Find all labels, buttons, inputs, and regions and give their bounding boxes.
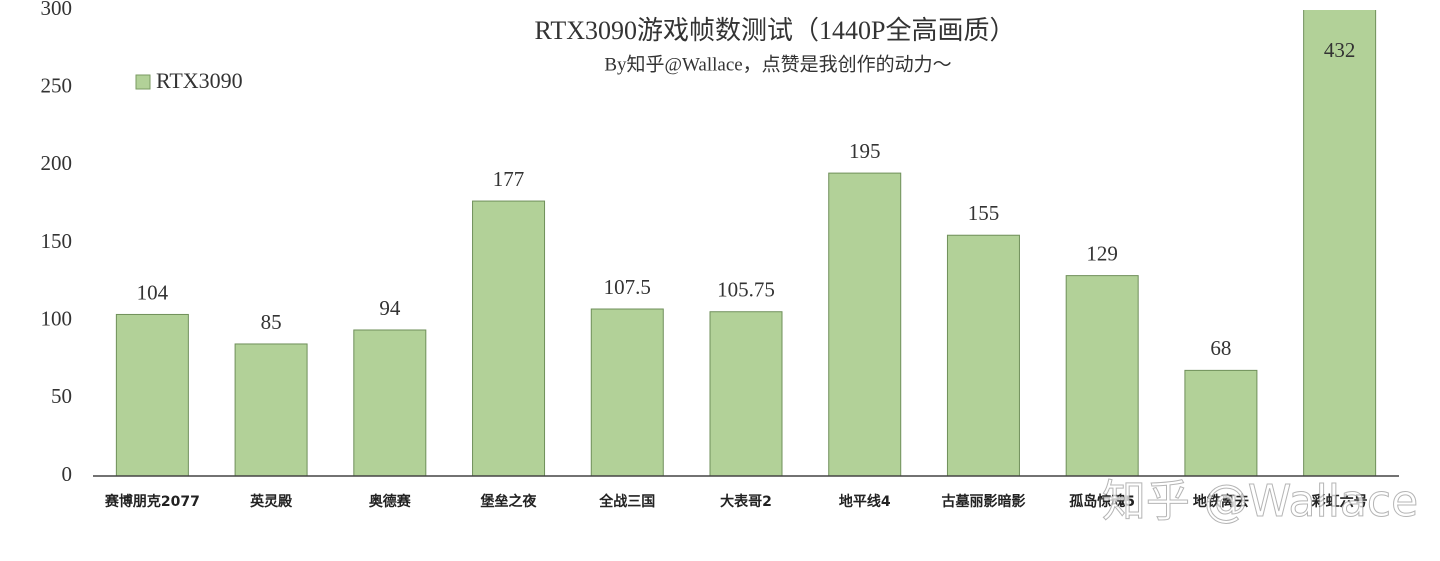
y-tick-label: 250	[41, 73, 73, 97]
data-label: 107.5	[604, 275, 651, 299]
data-label: 104	[137, 280, 169, 304]
chart-title: RTX3090游戏帧数测试（1440P全高画质）	[535, 16, 1016, 45]
x-tick-label: 孤岛惊魂5	[1069, 493, 1135, 510]
x-tick-label: 地平线4	[839, 493, 891, 510]
data-label: 432	[1324, 38, 1356, 62]
legend-swatch	[135, 74, 151, 90]
bar	[115, 313, 189, 477]
x-tick-label: 奥德赛	[369, 493, 412, 510]
data-label: 85	[261, 310, 282, 334]
data-label: 129	[1086, 241, 1118, 265]
data-label: 195	[849, 139, 881, 163]
bar	[353, 329, 427, 477]
x-tick-label: 全战三国	[598, 493, 655, 510]
bar	[1065, 275, 1139, 477]
legend-label: RTX3090	[156, 68, 243, 93]
bar	[709, 311, 783, 477]
data-label: 94	[379, 296, 401, 320]
bar	[1303, 10, 1377, 477]
y-tick-label: 150	[41, 229, 73, 253]
chart-subtitle: By知乎@Wallace，点赞是我创作的动力～	[604, 53, 951, 75]
x-tick-label: 堡垒之夜	[481, 493, 538, 510]
y-tick-label: 50	[51, 384, 72, 408]
watermark: 知乎 @Wallace	[1102, 476, 1418, 527]
bar	[1184, 369, 1258, 477]
y-tick-label: 0	[62, 462, 73, 486]
bar	[946, 234, 1020, 477]
data-label: 177	[493, 167, 525, 191]
x-tick-label: 地铁离去	[1193, 493, 1249, 510]
bar	[590, 308, 664, 477]
y-tick-label: 100	[41, 306, 73, 330]
bar	[472, 200, 546, 477]
data-label: 68	[1210, 336, 1231, 360]
y-tick-label: 300	[41, 0, 73, 20]
bar	[828, 172, 902, 477]
bar	[234, 343, 308, 477]
data-label: 105.75	[717, 278, 775, 302]
x-tick-label: 古墓丽影暗影	[941, 493, 1025, 510]
x-tick-label: 英灵殿	[249, 493, 293, 510]
y-tick-label: 200	[41, 151, 73, 175]
x-tick-label: 赛博朋克2077	[104, 493, 200, 510]
x-tick-label: 大表哥2	[720, 493, 772, 510]
x-tick-label: 彩虹六号	[1311, 493, 1368, 510]
data-label: 155	[968, 201, 1000, 225]
